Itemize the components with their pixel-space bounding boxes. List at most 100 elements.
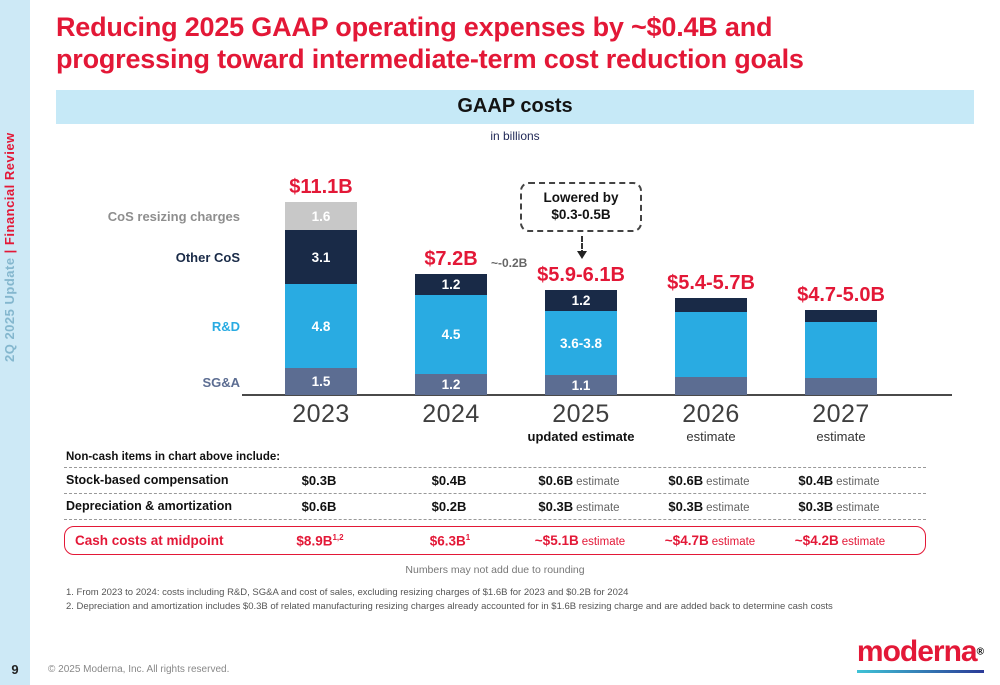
- estimate-suffix: estimate: [836, 501, 880, 514]
- bar-2023-other-cos: 3.1: [285, 230, 357, 285]
- legend-sg-a: SG&A: [202, 374, 240, 390]
- bar-total-2027: $4.7-5.0B: [797, 283, 885, 306]
- table-cell: $0.6B estimate: [538, 472, 620, 488]
- bar-2025-sg-a: 1.1: [545, 375, 617, 395]
- table-cell: $0.2B: [431, 498, 467, 514]
- bar-2026-r-d: [675, 311, 747, 378]
- bar-2023-sg-a: 1.5: [285, 368, 357, 395]
- side-tab: 2Q 2025 Update | Financial Review 9: [0, 0, 30, 685]
- x-label-2027: 2027 estimate: [776, 400, 906, 445]
- bar-2026: [675, 297, 747, 395]
- bar-2025-r-d: 3.6-3.8: [545, 310, 617, 376]
- estimate-suffix: estimate: [706, 501, 750, 514]
- x-sub-2026: estimate: [686, 428, 736, 444]
- cash-costs-row: Cash costs at midpoint $8.9B1,2 $6.3B1 ~$5.…: [64, 525, 926, 556]
- cash-cell: $8.9B1,2: [296, 532, 344, 549]
- x-label-2025: 2025 updated estimate: [516, 400, 646, 445]
- cash-cell: ~$4.7B estimate: [664, 532, 756, 548]
- page-number: 9: [11, 662, 19, 677]
- cash-cell: ~$4.2B estimate: [794, 532, 886, 548]
- estimate-suffix: estimate: [706, 475, 750, 488]
- table-cell: $0.4B estimate: [798, 472, 880, 488]
- x-axis-spacer: [56, 400, 256, 445]
- bar-2024-sg-a: 1.2: [415, 373, 487, 395]
- bar-total-2025: $5.9-6.1B: [537, 263, 625, 286]
- bar-2024: 1.2 4.5 1.2: [415, 273, 487, 395]
- moderna-logo: moderna®: [856, 635, 984, 673]
- x-sub-2027: estimate: [816, 428, 866, 444]
- copyright: © 2025 Moderna, Inc. All rights reserved…: [48, 664, 230, 675]
- x-year-2026: 2026: [682, 399, 740, 428]
- x-sub-2023: [256, 429, 386, 445]
- moderna-logo-text: moderna: [856, 635, 978, 668]
- bar-2025: 1.2 3.6-3.8 1.1: [545, 289, 617, 395]
- bar-delta-note: ~-0.2B: [491, 255, 528, 270]
- bar-2023: 1.6 3.1 4.8 1.5: [285, 202, 357, 395]
- bar-2027-sg-a: [805, 378, 877, 395]
- bar-column-2023: $11.1B 1.6 3.1 4.8 1.5: [256, 145, 386, 395]
- segment-legend: SG&A R&D Other CoS CoS resizing charges: [56, 145, 256, 395]
- x-year-2023: 2023: [292, 399, 350, 428]
- bar-2024-r-d: 4.5: [415, 294, 487, 374]
- x-year-2027: 2027: [812, 399, 870, 428]
- legend-r-d: R&D: [211, 319, 240, 335]
- footnote-ref: 1,2: [332, 532, 344, 542]
- chart-units-label: in billions: [490, 128, 540, 143]
- bar-column-2027: $4.7-5.0B: [776, 145, 906, 395]
- estimate-suffix: estimate: [576, 475, 620, 488]
- table-row-depreciation-amortization: Depreciation & amortization $0.6B $0.2B $0.…: [64, 494, 926, 520]
- footnote-1: 1. From 2023 to 2024: costs including R&…: [66, 587, 629, 599]
- callout-arrow-icon: [577, 235, 587, 259]
- moderna-logo-gradient-line: [856, 670, 984, 673]
- x-label-2023: 2023: [256, 400, 386, 445]
- bar-2027: [805, 309, 877, 395]
- estimate-suffix: estimate: [836, 475, 880, 488]
- bar-total-2026: $5.4-5.7B: [667, 271, 755, 294]
- x-sub-2025: updated estimate: [527, 428, 635, 444]
- x-axis-labels: 2023 2024 2025 updated estimate 2026 estimate…: [56, 400, 974, 445]
- cash-costs-label: Cash costs at midpoint: [75, 532, 224, 548]
- cash-cell: ~$5.1B estimate: [534, 532, 626, 548]
- x-label-2024: 2024: [386, 400, 516, 445]
- table-rows: Stock-based compensation $0.3B $0.4B $0.6B e…: [64, 468, 926, 520]
- noncash-table: Non-cash items in chart above include: S…: [64, 449, 926, 577]
- row-label: Stock-based compensation: [66, 473, 229, 488]
- legend-cos-resizing-charges: CoS resizing charges: [107, 209, 240, 225]
- rounding-note: Numbers may not add due to rounding: [405, 564, 585, 577]
- row-label: Depreciation & amortization: [66, 499, 232, 514]
- bar-column-2024: ~-0.2B $7.2B 1.2 4.5 1.2: [386, 145, 527, 395]
- table-cell: $0.3B estimate: [538, 498, 620, 514]
- x-sub-2024: [386, 429, 516, 445]
- slide-title: Reducing 2025 GAAP operating expenses by…: [56, 12, 804, 74]
- bar-column-2026: $5.4-5.7B: [646, 145, 776, 395]
- table-cell: $0.3B: [301, 472, 337, 488]
- table-cell: $0.6B estimate: [668, 472, 750, 488]
- x-axis-line: [242, 393, 952, 396]
- x-year-2025: 2025: [552, 399, 610, 428]
- estimate-suffix: estimate: [581, 535, 626, 548]
- bar-total-2024: $7.2B: [424, 247, 478, 270]
- table-cell: $0.3B estimate: [798, 498, 880, 514]
- bar-2027-r-d: [805, 322, 877, 379]
- x-label-2026: 2026 estimate: [646, 400, 776, 445]
- table-cell: $0.4B: [431, 472, 467, 488]
- estimate-suffix: estimate: [711, 535, 756, 548]
- table-row-stock-based-compensation: Stock-based compensation $0.3B $0.4B $0.6B e…: [64, 468, 926, 494]
- bar-2026-sg-a: [675, 377, 747, 395]
- slide-body: Reducing 2025 GAAP operating expenses by…: [30, 0, 1000, 685]
- bar-2027-other-cos: [805, 309, 877, 323]
- legend-other-cos: Other CoS: [175, 250, 240, 266]
- side-tab-section: 2Q 2025 Update: [2, 253, 17, 362]
- bar-2023-cos-resizing-charges: 1.6: [285, 202, 357, 231]
- bar-2023-r-d: 4.8: [285, 284, 357, 369]
- footnote-2: 2. Depreciation and amortization include…: [66, 601, 833, 613]
- gaap-costs-chart: SG&A R&D Other CoS CoS resizing charges $11…: [56, 145, 974, 445]
- footnote-ref: 1: [465, 532, 471, 542]
- side-tab-title: 2Q 2025 Update | Financial Review: [2, 10, 28, 362]
- footnotes: 1. From 2023 to 2024: costs including R&…: [66, 586, 974, 615]
- bar-total-2023: $11.1B: [289, 176, 353, 199]
- table-cell: $0.3B estimate: [668, 498, 750, 514]
- cash-cell: $6.3B1: [429, 532, 471, 549]
- bar-column-2025: Lowered by $0.3-0.5B $5.9-6.1B 1.2 3.6-3.8 1…: [516, 145, 646, 395]
- estimate-suffix: estimate: [576, 501, 620, 514]
